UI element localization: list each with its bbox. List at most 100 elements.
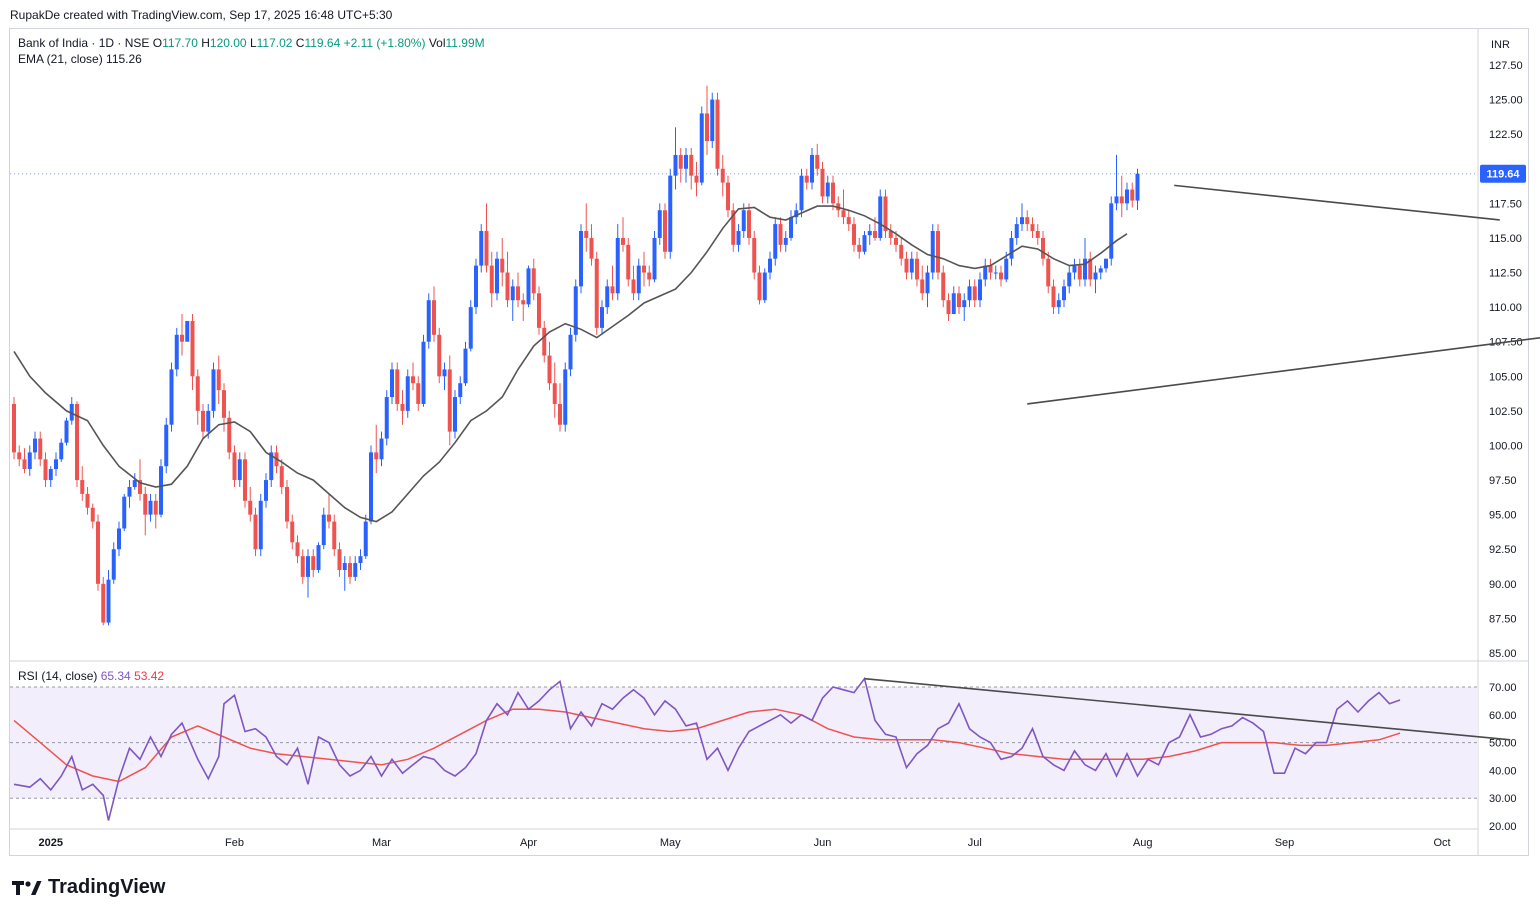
candle-down [542, 320, 547, 363]
candle-up [1093, 265, 1098, 294]
time-tick-label: Apr [520, 837, 537, 849]
candle-up [1067, 265, 1072, 294]
candle-up [1009, 231, 1014, 266]
rsi-legend[interactable]: RSI (14, close) 65.34 53.42 [18, 669, 164, 683]
candle-down [447, 355, 452, 446]
candle-body [757, 272, 762, 301]
candle-body [521, 300, 526, 305]
candle-body [804, 175, 809, 183]
candle-down [715, 92, 720, 176]
candle-up [384, 390, 389, 446]
candle-body [148, 500, 153, 515]
candle-down [988, 258, 993, 280]
candle-down [521, 293, 526, 321]
candle-down [1025, 210, 1030, 232]
time-tick-label: Jun [814, 837, 832, 849]
candle-down [946, 293, 951, 321]
rsi-trendline [864, 677, 1511, 741]
price-tick-label: 115.00 [1489, 233, 1522, 245]
candle-body [395, 369, 400, 404]
tradingview-name: TradingView [48, 876, 166, 898]
candle-down [395, 362, 400, 411]
candle-down [311, 549, 316, 577]
candle-down [17, 445, 22, 467]
candle-body [33, 438, 37, 453]
candle-body [12, 403, 16, 453]
candle-down [663, 203, 667, 259]
candle-up [127, 480, 132, 508]
candle-body [1109, 203, 1114, 259]
candle-body [516, 286, 520, 301]
candle-body [799, 175, 804, 211]
candle-up [111, 542, 116, 584]
candle-body [668, 175, 673, 252]
candle-down [143, 486, 148, 536]
candle-body [1088, 258, 1093, 280]
candle-body [1014, 224, 1019, 238]
symbol-label[interactable]: Bank of India · 1D · NSE [18, 36, 150, 50]
candle-up [1104, 258, 1108, 273]
candle-body [468, 307, 473, 349]
candle-body [883, 196, 888, 232]
candle-body [610, 286, 615, 294]
candle-body [547, 355, 552, 384]
candle-body [290, 521, 295, 543]
candle-body [1009, 237, 1014, 259]
candle-body [453, 397, 457, 432]
candle-body [815, 154, 820, 169]
change-value: +2.11 (+1.80%) [343, 36, 426, 50]
candle-body [479, 231, 484, 266]
candle-body [117, 528, 121, 550]
candle-body [327, 514, 331, 522]
candle-body [925, 272, 930, 294]
ema-legend[interactable]: EMA (21, close) 115.26 [18, 52, 142, 66]
candle-body [505, 272, 510, 301]
candle-body [899, 244, 904, 259]
candle-up [468, 300, 473, 352]
candle-body [101, 583, 106, 623]
candle-down [941, 265, 946, 308]
candle-body [888, 231, 893, 238]
candle-body [174, 334, 179, 370]
price-tick-label: 85.00 [1489, 648, 1517, 660]
candle-body [495, 258, 499, 294]
candle-down [1051, 279, 1056, 315]
candle-up [363, 514, 368, 559]
candle-up [762, 268, 767, 303]
candle-body [862, 235, 867, 252]
low-value: 117.02 [256, 36, 293, 50]
candle-body [573, 286, 578, 335]
candle-up [1083, 237, 1087, 287]
candle-up [563, 362, 568, 432]
high-label: H [201, 36, 210, 50]
candle-body [878, 196, 883, 238]
candle-body [400, 403, 405, 411]
chart-frame[interactable] [9, 28, 1529, 856]
candle-up [59, 438, 64, 463]
candle-body [1072, 265, 1077, 273]
header-credit: RupakDe created with TradingView.com, Se… [10, 8, 393, 22]
candle-up [159, 459, 163, 518]
candle-body [705, 113, 709, 142]
open-value: 117.70 [162, 36, 198, 50]
candle-body [684, 154, 688, 169]
candle-down [857, 237, 862, 259]
candle-body [421, 341, 426, 404]
candle-down [626, 237, 631, 287]
candle-down [642, 251, 646, 287]
candle-body [279, 466, 284, 487]
candle-up [442, 362, 447, 391]
tradingview-logo[interactable]: TradingView [12, 876, 165, 899]
candle-body [332, 521, 337, 550]
candle-up [321, 507, 326, 550]
candle-up [358, 549, 363, 570]
candle-down [374, 424, 379, 474]
candle-down [841, 189, 846, 225]
candle-body [195, 376, 200, 411]
candle-up [768, 251, 772, 280]
candle-up [342, 556, 347, 591]
vol-label: Vol [428, 36, 446, 50]
candle-down [295, 535, 300, 564]
candle-body [626, 244, 631, 280]
